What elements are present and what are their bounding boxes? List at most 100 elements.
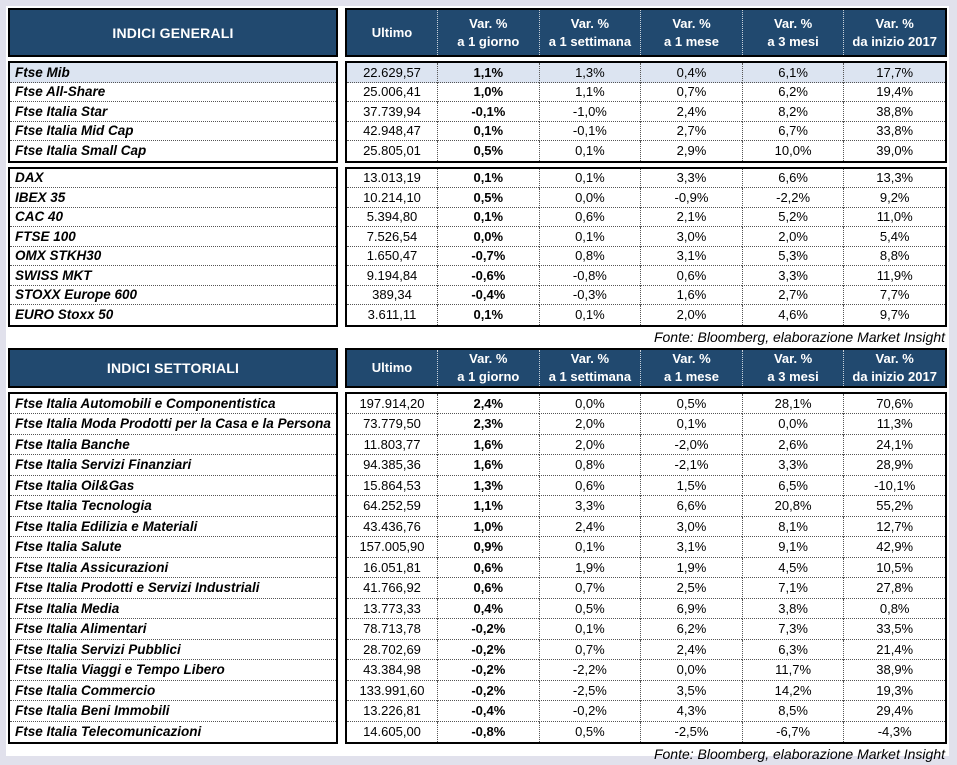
var-pct-value: 2,0% — [742, 227, 844, 247]
var-pct-value: 3,1% — [640, 247, 742, 267]
ultimo-value: 3.611,11 — [347, 305, 437, 325]
var-pct-value: 20,8% — [742, 496, 844, 517]
var-pct-value: 6,9% — [640, 599, 742, 620]
var-pct-value: 0,0% — [437, 227, 539, 247]
col-header-var-3-mesi: Var. %a 3 mesi — [742, 350, 844, 386]
var-pct-value: 42,9% — [843, 537, 945, 558]
col-header-line1: Var. % — [469, 15, 507, 33]
col-header-line2: a 1 mese — [664, 368, 719, 386]
var-pct-value: 3,0% — [640, 227, 742, 247]
var-pct-value: -2,2% — [742, 188, 844, 208]
var-pct-value: 3,3% — [742, 455, 844, 476]
index-name: OMX STKH30 — [10, 247, 336, 267]
var-pct-value: 11,3% — [843, 414, 945, 435]
var-pct-value: 2,0% — [539, 435, 641, 456]
indici-settoriali-body: Ftse Italia Automobili e Componentistica… — [8, 392, 947, 745]
var-pct-value: 6,2% — [640, 619, 742, 640]
var-pct-value: 0,7% — [539, 640, 641, 661]
index-name: EURO Stoxx 50 — [10, 305, 336, 325]
col-header-line2: a 1 mese — [664, 33, 719, 51]
ultimo-value: 1.650,47 — [347, 247, 437, 267]
var-pct-value: -0,9% — [640, 188, 742, 208]
var-pct-value: 9,1% — [742, 537, 844, 558]
var-pct-value: 2,1% — [640, 208, 742, 228]
var-pct-value: 2,0% — [539, 414, 641, 435]
index-name: Ftse Italia Mid Cap — [10, 122, 336, 142]
var-pct-value: 19,4% — [843, 83, 945, 103]
var-pct-value: 0,5% — [437, 141, 539, 161]
var-pct-value: 5,2% — [742, 208, 844, 228]
var-pct-value: 2,9% — [640, 141, 742, 161]
ultimo-value: 28.702,69 — [347, 640, 437, 661]
index-name: Ftse Italia Automobili e Componentistica — [10, 394, 336, 415]
ultimo-value: 15.864,53 — [347, 476, 437, 497]
var-pct-value: -0,2% — [437, 660, 539, 681]
var-pct-value: 1,6% — [437, 435, 539, 456]
var-pct-value: 0,9% — [437, 537, 539, 558]
index-name: Ftse Italia Commercio — [10, 681, 336, 702]
index-name: Ftse Italia Viaggi e Tempo Libero — [10, 660, 336, 681]
index-name: Ftse Italia Servizi Finanziari — [10, 455, 336, 476]
var-pct-value: 12,7% — [843, 517, 945, 538]
col-header-ultimo: Ultimo — [347, 350, 437, 386]
col-header-line2: da inizio 2017 — [852, 33, 937, 51]
var-pct-value: 0,5% — [437, 188, 539, 208]
col-header-ultimo: Ultimo — [347, 10, 437, 55]
ultimo-value: 133.991,60 — [347, 681, 437, 702]
var-pct-value: -2,2% — [539, 660, 641, 681]
col-header-var-1-settimana: Var. %a 1 settimana — [539, 350, 641, 386]
col-header-var-1-mese: Var. %a 1 mese — [640, 350, 742, 386]
var-pct-value: 0,0% — [539, 394, 641, 415]
var-pct-value: 7,1% — [742, 578, 844, 599]
ultimo-value: 37.739,94 — [347, 102, 437, 122]
ultimo-value: 25.805,01 — [347, 141, 437, 161]
ultimo-value: 7.526,54 — [347, 227, 437, 247]
ultimo-value: 16.051,81 — [347, 558, 437, 579]
indici-settoriali-header-row: INDICI SETTORIALI Ultimo Var. %a 1 giorn… — [8, 348, 947, 388]
var-pct-value: 0,1% — [539, 227, 641, 247]
col-header-line2: a 1 giorno — [457, 33, 519, 51]
var-pct-value: -0,1% — [539, 122, 641, 142]
ultimo-value: 9.194,84 — [347, 266, 437, 286]
indici-settoriali-column-headers: Ultimo Var. %a 1 giorno Var. %a 1 settim… — [345, 348, 947, 388]
index-name: SWISS MKT — [10, 266, 336, 286]
var-pct-value: 0,4% — [437, 599, 539, 620]
indici-generali-column-headers: Ultimo Var. %a 1 giorno Var. %a 1 settim… — [345, 8, 947, 57]
var-pct-value: 0,4% — [640, 63, 742, 83]
var-pct-value: 38,8% — [843, 102, 945, 122]
index-name: Ftse Italia Servizi Pubblici — [10, 640, 336, 661]
var-pct-value: 6,6% — [742, 169, 844, 189]
indici-settoriali-table: INDICI SETTORIALI Ultimo Var. %a 1 giorn… — [8, 348, 947, 765]
var-pct-value: 1,3% — [437, 476, 539, 497]
var-pct-value: 3,8% — [742, 599, 844, 620]
col-header-line2: a 3 mesi — [767, 33, 818, 51]
var-pct-value: 2,5% — [640, 578, 742, 599]
indici-generali-title: INDICI GENERALI — [8, 8, 338, 57]
var-pct-value: 0,8% — [539, 455, 641, 476]
var-pct-value: 2,6% — [742, 435, 844, 456]
var-pct-value: 0,6% — [539, 476, 641, 497]
var-pct-value: -4,3% — [843, 722, 945, 743]
var-pct-value: 2,7% — [742, 286, 844, 306]
index-name: Ftse Italia Beni Immobili — [10, 701, 336, 722]
var-pct-value: 10,5% — [843, 558, 945, 579]
var-pct-value: 2,7% — [640, 122, 742, 142]
var-pct-value: 9,7% — [843, 305, 945, 325]
var-pct-value: 2,0% — [640, 305, 742, 325]
var-pct-value: 2,3% — [437, 414, 539, 435]
col-header-line2: da inizio 2017 — [852, 368, 937, 386]
var-pct-value: 7,7% — [843, 286, 945, 306]
indici-settoriali-title: INDICI SETTORIALI — [8, 348, 338, 388]
var-pct-value: 1,0% — [437, 517, 539, 538]
var-pct-value: 1,6% — [437, 455, 539, 476]
var-pct-value: -2,1% — [640, 455, 742, 476]
var-pct-value: 0,0% — [539, 188, 641, 208]
var-pct-value: 0,0% — [742, 414, 844, 435]
var-pct-value: 28,1% — [742, 394, 844, 415]
index-name: FTSE 100 — [10, 227, 336, 247]
var-pct-value: 3,5% — [640, 681, 742, 702]
